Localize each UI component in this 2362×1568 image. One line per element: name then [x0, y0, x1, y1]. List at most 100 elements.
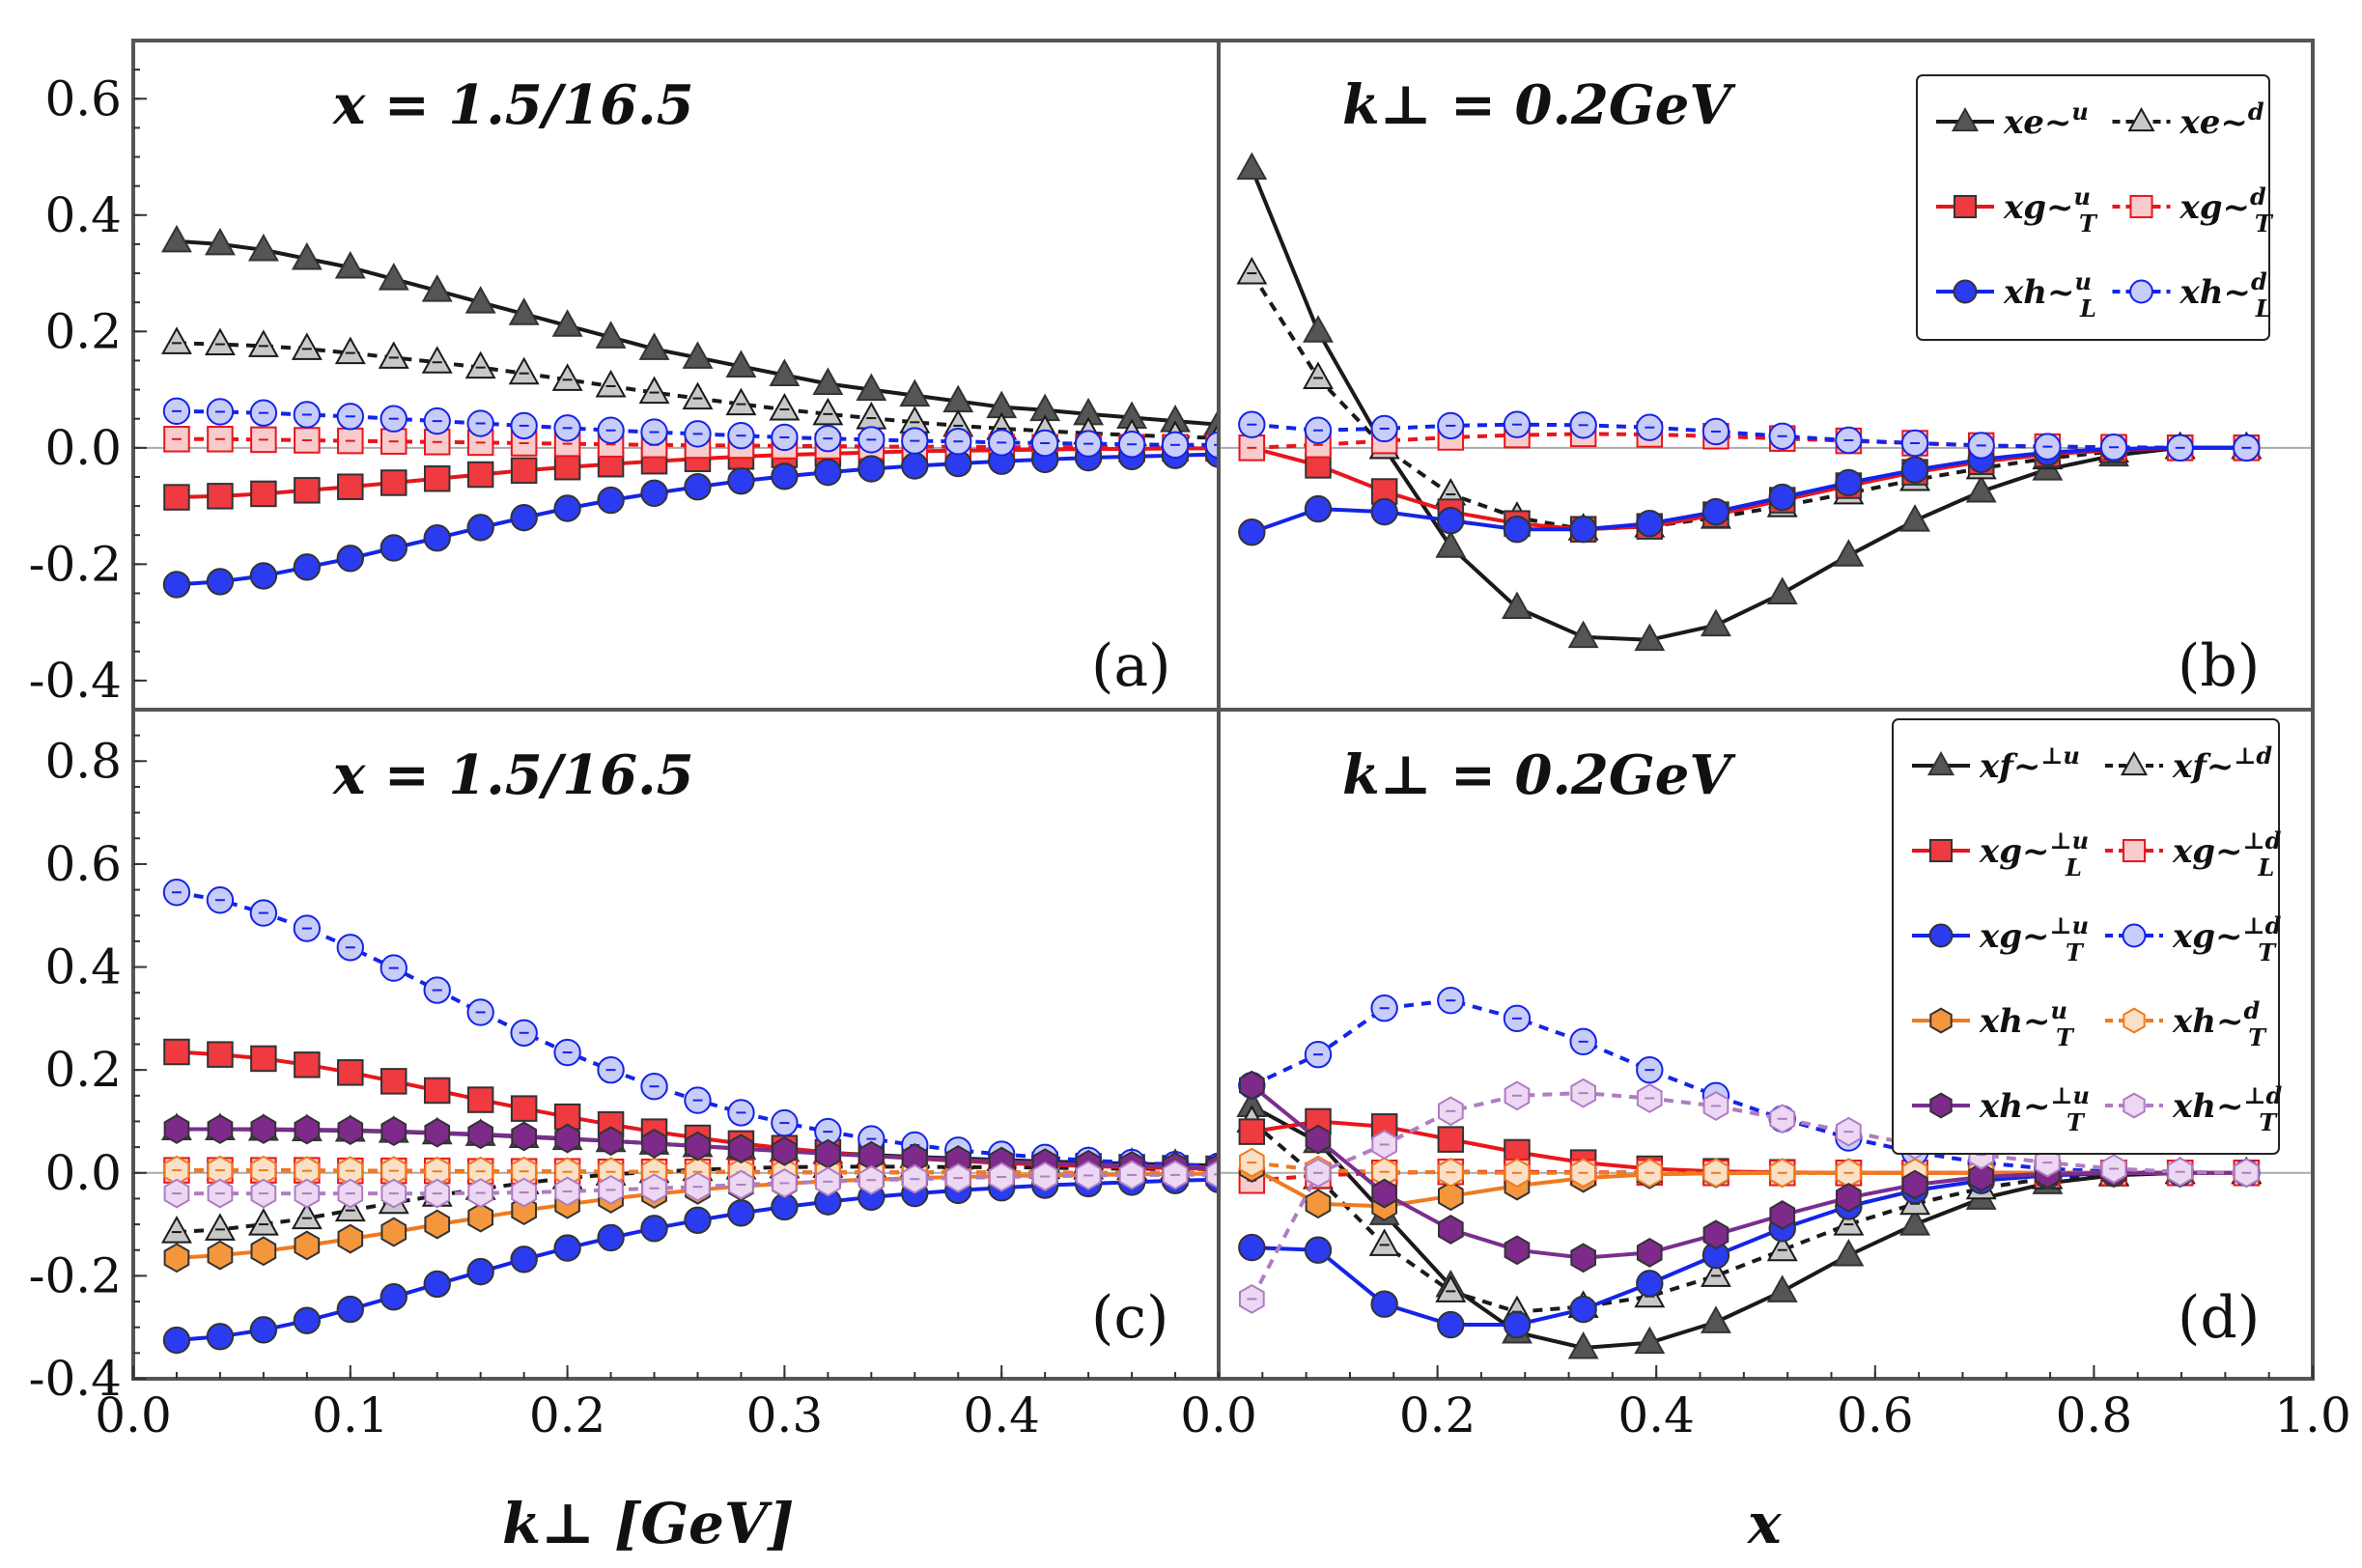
- panel-c-s4-point-3: [293, 1306, 322, 1334]
- panel-b: xe~u xe~d xg~u T xg~d T xh~u L xh~d L: [1217, 39, 2315, 712]
- panel-d-legend-label-7: xh~d T: [2172, 996, 2267, 1051]
- panel-c-s2-point-5: [380, 1068, 408, 1095]
- panel-a-s0-point-15: [812, 367, 844, 396]
- panel-c-s2-point-3: [294, 1051, 321, 1078]
- panel-d-legend-label-2: xg~⊥u L: [1979, 826, 2089, 882]
- panel-b-s4-point-8: [1768, 483, 1796, 512]
- panel-c-s4-point-10: [597, 1223, 625, 1252]
- panel-c-s8-point-6: [424, 1117, 451, 1148]
- panel-d-series-line-0: [1251, 1104, 2247, 1351]
- panel-c-s4-point-1: [206, 1323, 235, 1351]
- panel-d-legend: xf~⊥u xf~⊥d xg~⊥u L xg~⊥d L xg~⊥u T xg~⊥d T xh~u T x…: [1892, 718, 2283, 1155]
- panel-a-s4-point-11: [640, 479, 668, 508]
- panel-b-s4-point-0: [1238, 518, 1266, 546]
- panel-a-s4-point-14: [771, 462, 799, 490]
- panel-a-s4-point-9: [553, 494, 581, 522]
- panel-c-s8-point-15: [815, 1138, 841, 1169]
- panel-b-s4-point-5: [1569, 515, 1597, 544]
- panel-a-s2-point-7: [466, 461, 494, 489]
- panel-a-ytick-label-5: -0.4: [29, 653, 122, 709]
- panel-d-s8-point-2: [1371, 1178, 1397, 1209]
- panel-c-s4-point-5: [380, 1283, 408, 1311]
- panel-b-s0-point-3: [1435, 530, 1467, 558]
- panel-c-s2-point-1: [207, 1041, 234, 1068]
- panel-a-s1-point-5: [378, 341, 409, 369]
- panel-d-legend-label-3: xg~⊥d L: [2172, 826, 2282, 882]
- panel-b-legend: xe~u xe~d xg~u T xg~d T xh~u L xh~d L: [1916, 74, 2274, 341]
- panel-d-s1-point-7: [1700, 1259, 1731, 1287]
- panel-b-s4-point-3: [1437, 506, 1465, 535]
- panel-c-s2-point-2: [250, 1045, 277, 1073]
- panel-c-s4-point-0: [162, 1326, 191, 1355]
- panel-a-s0-point-2: [247, 233, 279, 262]
- panel-c-ytick-label-6: -0.4: [29, 1351, 122, 1407]
- panel-b-s0-point-0: [1236, 152, 1268, 181]
- panel-d-s0-point-6: [1634, 1326, 1666, 1355]
- panel-b-s0-point-10: [1899, 504, 1930, 532]
- panel-d-s0-point-9: [1833, 1239, 1865, 1267]
- panel-a: 0.6 0.4 0.2 0.0 -0.2 -0.4: [29, 39, 1221, 712]
- panel-b-s0-point-6: [1634, 623, 1666, 652]
- panel-d-legend-label-1: xf~⊥d: [2172, 742, 2272, 786]
- panel-d-legend-swatch-marker-3: [2122, 838, 2147, 863]
- panel-b-s4-point-9: [1835, 468, 1863, 497]
- panel-a-s1-point-3: [291, 332, 323, 360]
- panel-a-s1-point-8: [508, 356, 540, 385]
- panel-d-s8-point-8: [1769, 1200, 1796, 1230]
- panel-d-legend-label-0: xf~⊥u: [1979, 742, 2080, 786]
- panel-c-s8-point-5: [380, 1116, 408, 1146]
- panel-c-s6-point-3: [294, 1230, 321, 1261]
- panel-d-legend-box: [1892, 718, 2280, 1155]
- panel-b-legend-label-5: xh~d L: [2179, 267, 2272, 322]
- panel-a-s2-point-8: [510, 457, 538, 485]
- panel-d-s6-point-3: [1438, 1181, 1464, 1212]
- panel-d-xtick-label-0: 0.2: [1399, 1387, 1476, 1443]
- panel-c-s4-point-8: [510, 1246, 538, 1274]
- panel-b-s1-point-1: [1303, 361, 1334, 390]
- x-axis-title-right: x: [1746, 1491, 1783, 1556]
- panel-a-s2-point-9: [553, 453, 581, 481]
- panel-a-s5-point-24: [1204, 431, 1219, 460]
- panel-d-s4-point-5: [1569, 1295, 1597, 1324]
- panel-a-s1-point-7: [464, 350, 496, 379]
- panel-b-s4-point-2: [1370, 497, 1398, 526]
- panel-a-s4-point-13: [727, 466, 755, 495]
- panel-d-s2-point-3: [1437, 1126, 1465, 1153]
- panel-d-legend-swatch-marker-8: [1929, 1092, 1953, 1119]
- panel-d-series-line-8: [1251, 1083, 2247, 1260]
- panel-c-s6-point-7: [467, 1202, 493, 1233]
- panel-a-s4-point-17: [901, 452, 929, 480]
- panel-a-s4-point-2: [249, 562, 278, 590]
- panel-c-s8-point-9: [554, 1123, 580, 1154]
- panel-a-s1-point-13: [725, 387, 757, 416]
- panel-b-letter: (b): [2178, 632, 2260, 700]
- panel-a-ytick-label-1: 0.4: [44, 187, 122, 243]
- panel-a-s0-point-7: [464, 286, 496, 314]
- panel-a-s2-point-0: [163, 484, 190, 511]
- panel-d-s8-point-0: [1239, 1070, 1265, 1101]
- panel-d-s1-point-2: [1368, 1228, 1400, 1256]
- panel-a-s4-point-7: [466, 514, 494, 542]
- panel-d-s8-point-9: [1836, 1182, 1862, 1213]
- panel-d-s1-point-9: [1833, 1208, 1865, 1236]
- panel-b-legend-swatch-marker-0: [1951, 106, 1980, 132]
- panel-d-letter: (d): [2178, 1284, 2260, 1352]
- panel-b-series-line-3: [1251, 432, 2247, 450]
- panel-c-series-group: [161, 879, 1219, 1355]
- panel-d-legend-swatch-marker-9: [2123, 1092, 2146, 1119]
- panel-c-ytick-label-3: 0.2: [44, 1042, 122, 1098]
- panel-a-s0-point-14: [769, 358, 801, 386]
- panel-a-s1-point-12: [682, 381, 714, 410]
- panel-d-xtick-label-1: 0.4: [1617, 1387, 1695, 1443]
- panel-a-s4-point-5: [380, 534, 408, 562]
- panel-b-legend-box: [1916, 74, 2270, 341]
- panel-d-legend-label-9: xh~⊥d T: [2172, 1081, 2283, 1136]
- panel-a-s1-point-6: [421, 346, 453, 374]
- panel-a-s1-point-0: [161, 326, 192, 354]
- panel-a-s0-point-9: [551, 309, 583, 337]
- panel-d-s2-point-0: [1238, 1118, 1266, 1145]
- panel-d-s0-point-8: [1766, 1274, 1798, 1302]
- panel-a-s0-point-4: [334, 250, 366, 279]
- panel-c-s2-point-6: [423, 1077, 451, 1105]
- panel-a-s1-point-10: [595, 369, 627, 398]
